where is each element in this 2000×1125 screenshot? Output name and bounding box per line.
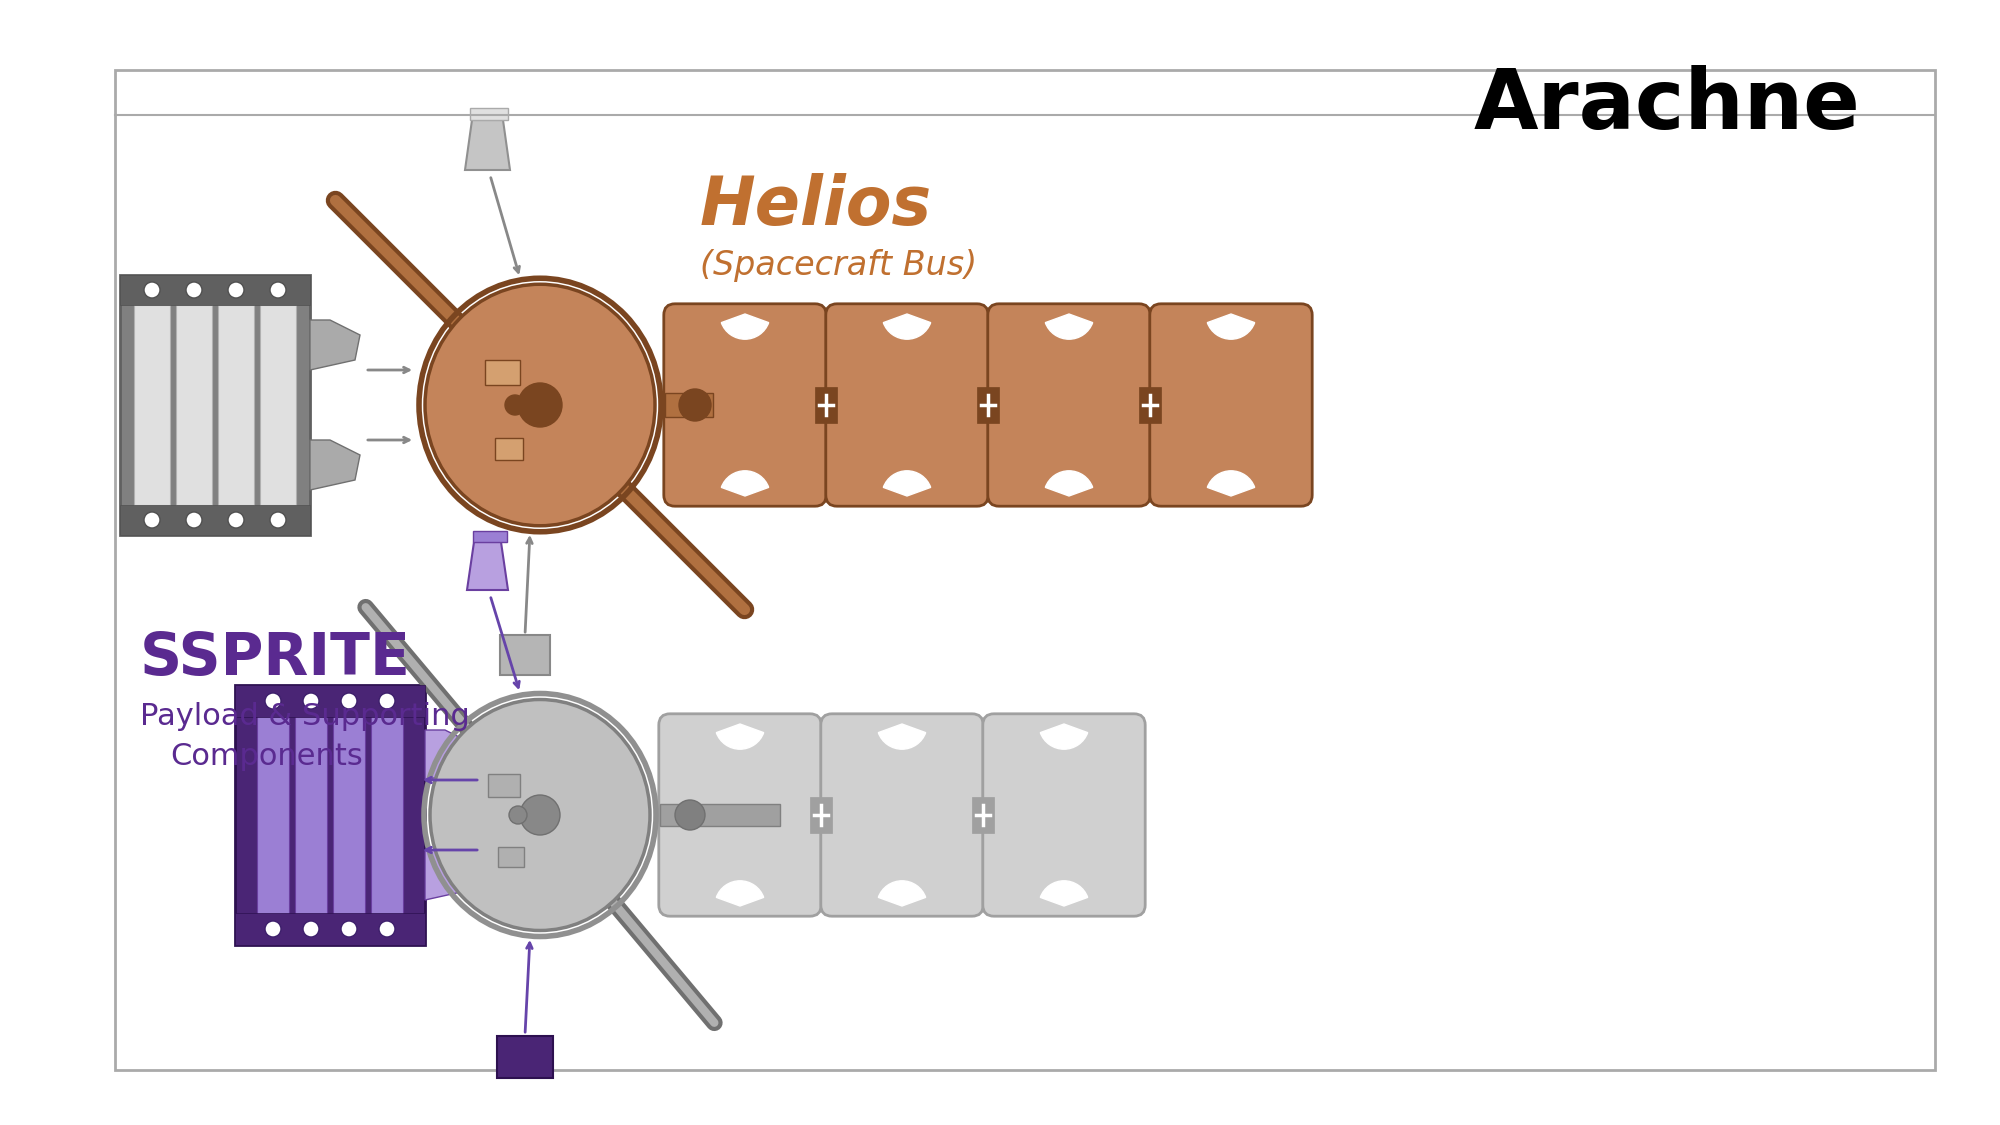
Bar xyxy=(372,716,404,915)
Circle shape xyxy=(228,282,244,298)
Bar xyxy=(176,305,212,505)
Circle shape xyxy=(340,921,356,937)
Circle shape xyxy=(680,389,712,421)
FancyBboxPatch shape xyxy=(820,713,984,916)
Text: SSPRITE: SSPRITE xyxy=(140,630,410,687)
Circle shape xyxy=(144,512,160,528)
Circle shape xyxy=(186,282,202,298)
FancyBboxPatch shape xyxy=(664,304,826,506)
Wedge shape xyxy=(1046,314,1092,340)
Bar xyxy=(1140,387,1160,423)
Text: Helios: Helios xyxy=(700,173,932,238)
Bar xyxy=(496,1036,552,1078)
Bar xyxy=(256,716,288,915)
Polygon shape xyxy=(468,542,508,590)
Bar xyxy=(236,685,424,945)
Bar xyxy=(498,847,524,867)
Wedge shape xyxy=(1040,724,1088,749)
Bar xyxy=(660,804,780,826)
Bar xyxy=(120,274,310,305)
Polygon shape xyxy=(310,319,360,370)
Circle shape xyxy=(380,921,396,937)
Bar xyxy=(470,108,508,120)
Text: (Spacecraft Bus): (Spacecraft Bus) xyxy=(700,249,978,282)
Circle shape xyxy=(264,921,280,937)
Circle shape xyxy=(508,806,528,824)
FancyBboxPatch shape xyxy=(826,304,988,506)
Text: Payload & Supporting: Payload & Supporting xyxy=(140,702,470,731)
Bar xyxy=(236,914,424,945)
Circle shape xyxy=(186,512,202,528)
Bar xyxy=(976,387,1000,423)
Polygon shape xyxy=(424,730,476,780)
Bar xyxy=(134,305,170,505)
Wedge shape xyxy=(884,470,930,496)
Bar xyxy=(496,438,524,460)
Text: Arachne: Arachne xyxy=(1474,65,1860,146)
Bar xyxy=(816,387,836,423)
FancyBboxPatch shape xyxy=(982,713,1146,916)
Circle shape xyxy=(228,512,244,528)
Circle shape xyxy=(676,800,704,830)
Wedge shape xyxy=(884,314,930,340)
Circle shape xyxy=(520,795,560,835)
FancyBboxPatch shape xyxy=(658,713,822,916)
Bar xyxy=(120,274,310,536)
Circle shape xyxy=(270,512,286,528)
FancyBboxPatch shape xyxy=(988,304,1150,506)
Polygon shape xyxy=(424,850,476,900)
Circle shape xyxy=(340,693,356,709)
Bar xyxy=(218,305,254,505)
Wedge shape xyxy=(878,881,926,906)
Circle shape xyxy=(504,395,524,415)
Bar xyxy=(488,774,520,796)
Bar xyxy=(236,685,424,717)
Wedge shape xyxy=(1046,470,1092,496)
Bar xyxy=(474,531,508,542)
FancyBboxPatch shape xyxy=(1150,304,1312,506)
Polygon shape xyxy=(310,440,360,490)
Bar xyxy=(810,796,832,832)
Bar xyxy=(972,796,994,832)
Circle shape xyxy=(380,693,396,709)
Wedge shape xyxy=(1040,881,1088,906)
Bar xyxy=(484,360,520,385)
Wedge shape xyxy=(1208,470,1254,496)
Circle shape xyxy=(304,693,320,709)
Circle shape xyxy=(264,693,280,709)
Wedge shape xyxy=(1208,314,1254,340)
Wedge shape xyxy=(716,881,764,906)
Polygon shape xyxy=(464,120,510,170)
Circle shape xyxy=(270,282,286,298)
Bar xyxy=(664,393,712,417)
Bar xyxy=(116,70,1936,1070)
Ellipse shape xyxy=(430,700,650,930)
Bar xyxy=(120,505,310,536)
Circle shape xyxy=(518,382,562,428)
Wedge shape xyxy=(878,724,926,749)
Wedge shape xyxy=(722,314,768,340)
Ellipse shape xyxy=(424,285,656,525)
Wedge shape xyxy=(716,724,764,749)
Circle shape xyxy=(144,282,160,298)
Wedge shape xyxy=(722,470,768,496)
Text: Components: Components xyxy=(170,742,362,771)
Bar xyxy=(332,716,364,915)
Bar xyxy=(260,305,296,505)
Bar xyxy=(500,634,550,675)
Bar xyxy=(296,716,328,915)
Circle shape xyxy=(304,921,320,937)
